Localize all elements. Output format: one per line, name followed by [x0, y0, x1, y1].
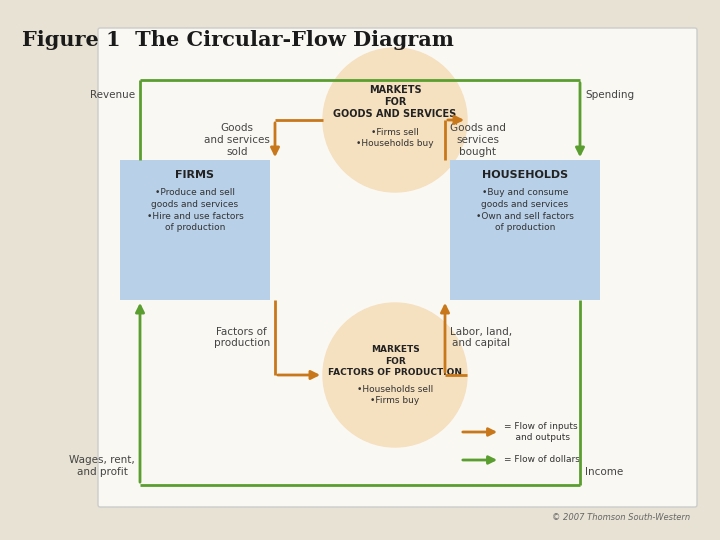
Text: •Produce and sell
goods and services
•Hire and use factors
of production: •Produce and sell goods and services •Hi…: [147, 188, 243, 232]
FancyBboxPatch shape: [120, 160, 270, 300]
Text: Wages, rent,
and profit: Wages, rent, and profit: [69, 455, 135, 477]
Text: Goods
and services
sold: Goods and services sold: [204, 124, 270, 157]
Text: •Firms sell
•Households buy: •Firms sell •Households buy: [356, 128, 434, 148]
Text: Labor, land,
and capital: Labor, land, and capital: [450, 327, 512, 348]
Text: Income: Income: [585, 467, 624, 477]
FancyBboxPatch shape: [450, 160, 600, 300]
Text: Revenue: Revenue: [90, 90, 135, 100]
Circle shape: [323, 303, 467, 447]
Text: Goods and
services
bought: Goods and services bought: [450, 124, 506, 157]
Text: MARKETS
FOR
GOODS AND SERVICES: MARKETS FOR GOODS AND SERVICES: [333, 85, 456, 119]
Text: = Flow of inputs
    and outputs: = Flow of inputs and outputs: [504, 422, 577, 442]
Text: Spending: Spending: [585, 90, 634, 100]
Text: •Buy and consume
goods and services
•Own and sell factors
of production: •Buy and consume goods and services •Own…: [476, 188, 574, 232]
Text: HOUSEHOLDS: HOUSEHOLDS: [482, 170, 568, 180]
Text: Factors of
production: Factors of production: [214, 327, 270, 348]
FancyBboxPatch shape: [98, 28, 697, 507]
Text: FIRMS: FIRMS: [176, 170, 215, 180]
Text: •Households sell
•Firms buy: •Households sell •Firms buy: [357, 385, 433, 405]
Text: = Flow of dollars: = Flow of dollars: [504, 456, 580, 464]
Text: MARKETS
FOR
FACTORS OF PRODUCTION: MARKETS FOR FACTORS OF PRODUCTION: [328, 346, 462, 376]
Text: © 2007 Thomson South-Western: © 2007 Thomson South-Western: [552, 513, 690, 522]
Text: Figure 1  The Circular-Flow Diagram: Figure 1 The Circular-Flow Diagram: [22, 30, 454, 50]
Circle shape: [323, 48, 467, 192]
